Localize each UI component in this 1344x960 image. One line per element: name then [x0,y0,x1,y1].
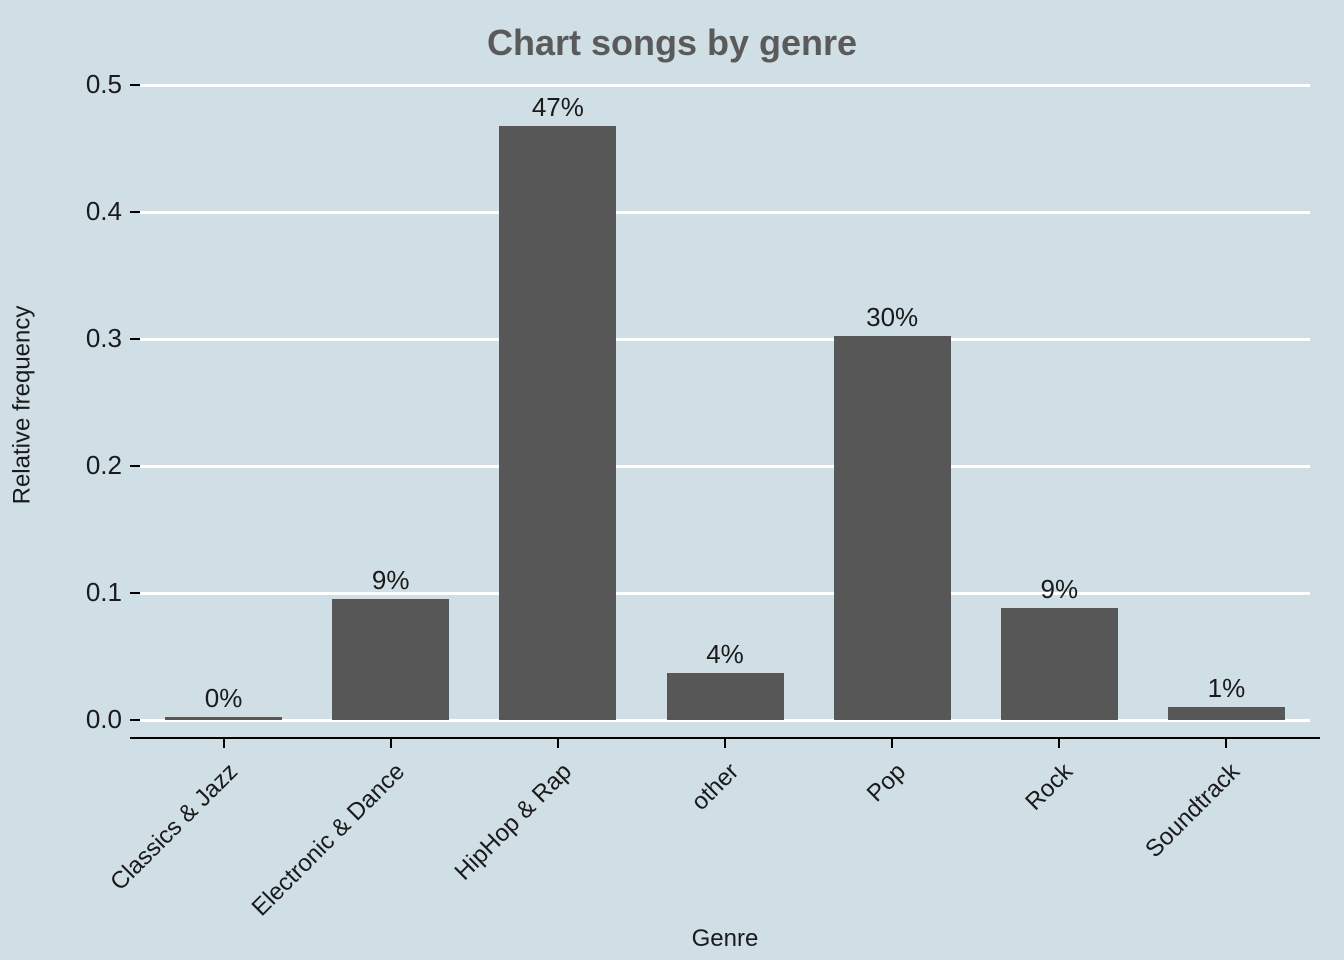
x-tick-mark [891,738,893,748]
y-tick-mark [130,338,140,340]
bar [499,126,616,720]
x-tick-mark [724,738,726,748]
bar [1001,608,1118,720]
bar-value-label: 0% [165,683,282,714]
gridline [140,592,1310,595]
y-tick-mark [130,84,140,86]
y-tick-label: 0.2 [42,450,122,481]
y-tick-label: 0.0 [42,704,122,735]
bar [667,673,784,720]
y-tick-label: 0.1 [42,577,122,608]
y-tick-mark [130,719,140,721]
bar-value-label: 47% [499,92,616,123]
x-tick-mark [223,738,225,748]
y-axis-title: Relative frequency [8,87,36,722]
bar-value-label: 30% [834,302,951,333]
y-tick-label: 0.5 [42,69,122,100]
chart-title: Chart songs by genre [0,22,1344,64]
bar-value-label: 1% [1168,673,1285,704]
gridline [140,84,1310,87]
y-tick-label: 0.4 [42,196,122,227]
bar-value-label: 9% [332,565,449,596]
gridline [140,338,1310,341]
bar-value-label: 4% [667,639,784,670]
x-tick-mark [390,738,392,748]
y-tick-label: 0.3 [42,323,122,354]
chart-container: Chart songs by genre Relative frequency … [0,0,1344,960]
y-tick-mark [130,465,140,467]
x-tick-mark [1058,738,1060,748]
x-axis-line [130,737,1320,739]
bar-value-label: 9% [1001,574,1118,605]
x-tick-mark [1225,738,1227,748]
bar [1168,707,1285,720]
bar [165,717,282,720]
y-tick-mark [130,592,140,594]
x-tick-mark [557,738,559,748]
gridline [140,465,1310,468]
bar [332,599,449,720]
bar [834,336,951,720]
gridline [140,211,1310,214]
y-tick-mark [130,211,140,213]
plot-area [140,85,1310,720]
